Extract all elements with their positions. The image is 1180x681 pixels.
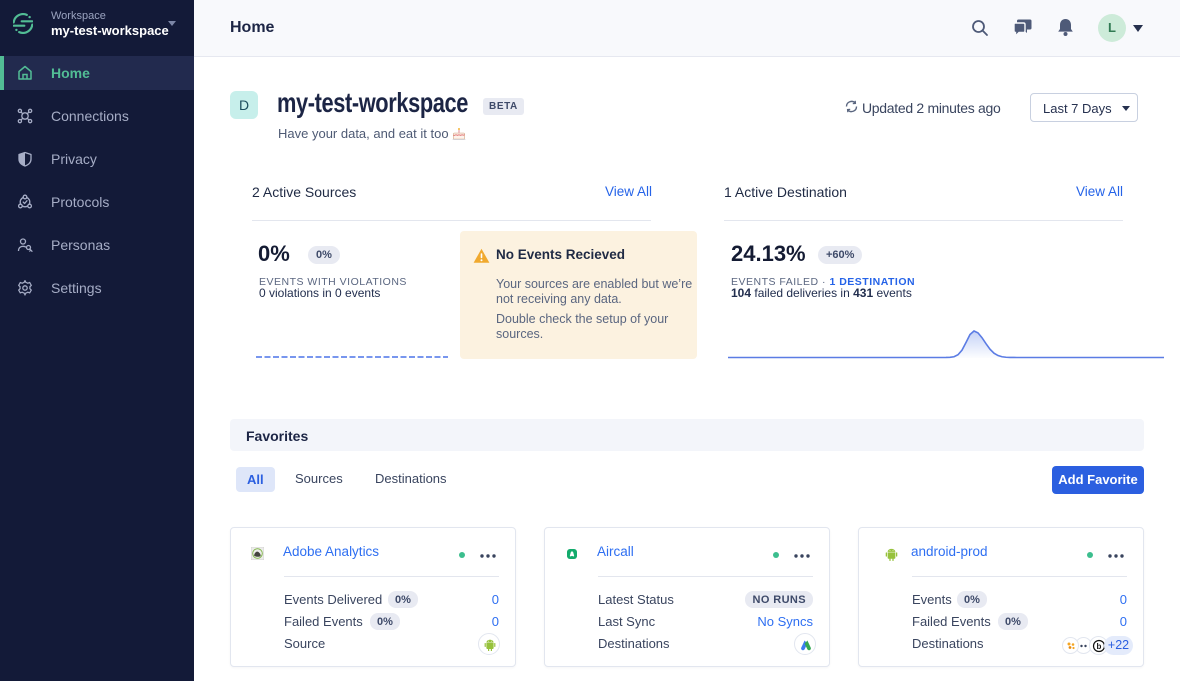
svg-text:b: b	[1097, 642, 1102, 651]
